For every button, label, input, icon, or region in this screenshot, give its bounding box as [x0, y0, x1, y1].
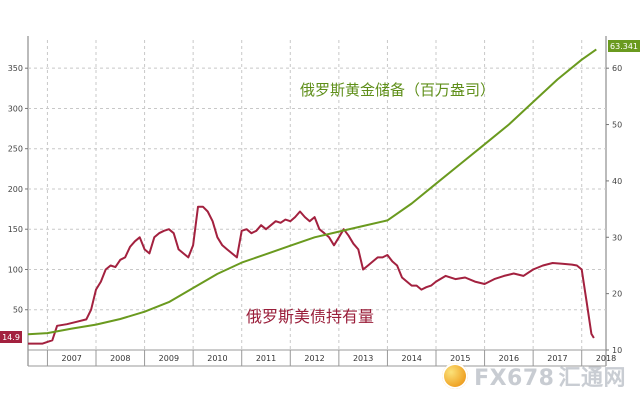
x-tick-label: 2016	[499, 354, 519, 363]
left-tick-label: 350	[8, 64, 23, 73]
right-tick-label: 20	[612, 290, 622, 299]
left-end-flag	[0, 331, 22, 343]
x-tick-label: 2011	[256, 354, 276, 363]
watermark-brand-cn: 汇通网	[558, 366, 626, 391]
right-end-flag	[608, 40, 640, 52]
left-tick-label: 50	[13, 306, 23, 315]
right-tick-label: 40	[612, 177, 622, 186]
left-tick-label: 250	[8, 145, 23, 154]
x-tick-label: 2015	[450, 354, 470, 363]
gold-series-annotation: 俄罗斯黄金储备（百万盎司）	[300, 81, 495, 99]
left-tick-label: 200	[8, 185, 23, 194]
x-tick-label: 2008	[110, 354, 130, 363]
watermark-text: FX678 汇通网	[474, 360, 626, 392]
treasury-holdings-line	[28, 205, 595, 345]
watermark: FX678 汇通网	[442, 360, 626, 392]
right-tick-label: 30	[612, 233, 622, 242]
x-tick-label: 2017	[547, 354, 567, 363]
treasury-series-annotation: 俄罗斯美债持有量	[246, 307, 374, 326]
left-tick-label: 150	[8, 225, 23, 234]
right-tick-label: 60	[612, 64, 622, 73]
x-tick-label: 2010	[207, 354, 227, 363]
left-tick-label: 100	[8, 265, 23, 274]
left-end-value: 14.9	[2, 333, 20, 342]
x-tick-label: 2013	[353, 354, 373, 363]
x-tick-label: 2007	[62, 354, 82, 363]
gold-reserves-line	[27, 48, 597, 336]
right-tick-label: 50	[612, 121, 622, 130]
right-end-value: 63.341	[610, 42, 638, 51]
x-tick-label: 2014	[402, 354, 422, 363]
watermark-brand: FX678	[474, 366, 555, 391]
x-tick-label: 2009	[159, 354, 179, 363]
x-tick-label: 2012	[304, 354, 324, 363]
x-tick-label: 2018	[596, 354, 616, 363]
left-tick-label: 300	[8, 104, 23, 113]
watermark-logo-icon	[442, 363, 469, 389]
right-tick-label: 10	[612, 346, 622, 355]
